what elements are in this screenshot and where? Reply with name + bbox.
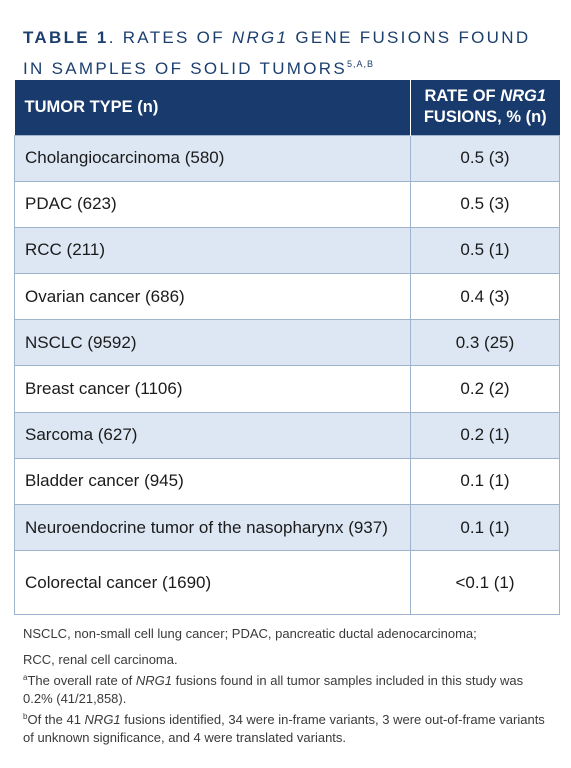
table-row: Breast cancer (1106) 0.2 (2) <box>14 365 560 413</box>
rate-cell: 0.2 (1) <box>410 411 560 459</box>
header-row: TUMOR TYPE (n) RATE OF NRG1 FUSIONS, % (n… <box>14 80 560 135</box>
table-row: Bladder cancer (945) 0.1 (1) <box>14 457 560 506</box>
abbreviations-note-2: RCC, renal cell carcinoma. <box>23 652 178 667</box>
table-row: PDAC (623) 0.5 (3) <box>14 180 560 228</box>
table-row: Colorectal cancer (1690) <0.1 (1) <box>14 550 560 616</box>
tumor-cell: Cholangiocarcinoma (580) <box>14 134 411 182</box>
table-row: Sarcoma (627) 0.2 (1) <box>14 411 560 459</box>
rate-cell: 0.5 (3) <box>410 180 560 228</box>
table-number: TABLE 1 <box>23 28 109 47</box>
footnote-b-gene: NRG1 <box>84 712 121 727</box>
tumor-cell: Bladder cancer (945) <box>14 457 411 506</box>
rate-cell: 0.3 (25) <box>410 319 560 367</box>
footnote-a: aThe overall rate of NRG1 fusions found … <box>23 669 553 708</box>
footnote-a-pre: The overall rate of <box>27 673 136 688</box>
tumor-cell: Ovarian cancer (686) <box>14 273 411 321</box>
header-rate-pre: RATE OF <box>424 87 501 106</box>
abbreviations-note-1: NSCLC, non-small cell lung cancer; PDAC,… <box>23 626 477 641</box>
tumor-cell: PDAC (623) <box>14 180 411 228</box>
title-text-pre: . RATES OF <box>108 28 232 47</box>
table-row: NSCLC (9592) 0.3 (25) <box>14 319 560 367</box>
table-footnotes: NSCLC, non-small cell lung cancer; PDAC,… <box>23 625 553 747</box>
rate-cell: <0.1 (1) <box>410 550 560 616</box>
header-rate-gene: NRG1 <box>500 87 547 106</box>
tumor-cell: Breast cancer (1106) <box>14 365 411 413</box>
footnote-b: bOf the 41 NRG1 fusions identified, 34 w… <box>23 708 553 747</box>
title-superscript: 5,a,b <box>346 59 374 69</box>
rate-cell: 0.2 (2) <box>410 365 560 413</box>
rate-cell: 0.1 (1) <box>410 457 560 506</box>
table-row: Neuroendocrine tumor of the nasopharynx … <box>14 503 560 552</box>
footnote-a-mark: a <box>23 673 28 682</box>
table-row: RCC (211) 0.5 (1) <box>14 226 560 275</box>
tumor-cell: RCC (211) <box>14 226 411 275</box>
tumor-cell: Colorectal cancer (1690) <box>14 550 411 616</box>
fusion-rates-table: TUMOR TYPE (n) RATE OF NRG1 FUSIONS, % (n… <box>14 80 560 616</box>
table-row: Ovarian cancer (686) 0.4 (3) <box>14 273 560 321</box>
tumor-cell: NSCLC (9592) <box>14 319 411 367</box>
header-tumor-type: TUMOR TYPE (n) <box>14 80 411 135</box>
footnote-b-post: fusions identified, 34 were in-frame var… <box>23 712 545 745</box>
title-text-post: GENE FUSIONS FOUND IN SAMPLES OF SOLID T… <box>23 28 531 78</box>
tumor-cell: Neuroendocrine tumor of the nasopharynx … <box>14 503 411 552</box>
rate-cell: 0.1 (1) <box>410 503 560 552</box>
header-rate: RATE OF NRG1 FUSIONS, % (n) <box>410 80 560 135</box>
table-title: TABLE 1. RATES OF NRG1 GENE FUSIONS FOUN… <box>23 25 553 82</box>
footnote-a-gene: NRG1 <box>135 673 172 688</box>
table-row: Cholangiocarcinoma (580) 0.5 (3) <box>14 134 560 182</box>
title-gene: NRG1 <box>231 28 289 47</box>
rate-cell: 0.4 (3) <box>410 273 560 321</box>
rate-cell: 0.5 (1) <box>410 226 560 275</box>
footnote-a-post: fusions found in all tumor samples inclu… <box>23 673 524 706</box>
tumor-cell: Sarcoma (627) <box>14 411 411 459</box>
footnote-b-mark: b <box>23 712 28 721</box>
footnote-b-pre: Of the 41 <box>27 712 85 727</box>
rate-cell: 0.5 (3) <box>410 134 560 182</box>
header-rate-post: FUSIONS, % (n) <box>423 108 547 127</box>
